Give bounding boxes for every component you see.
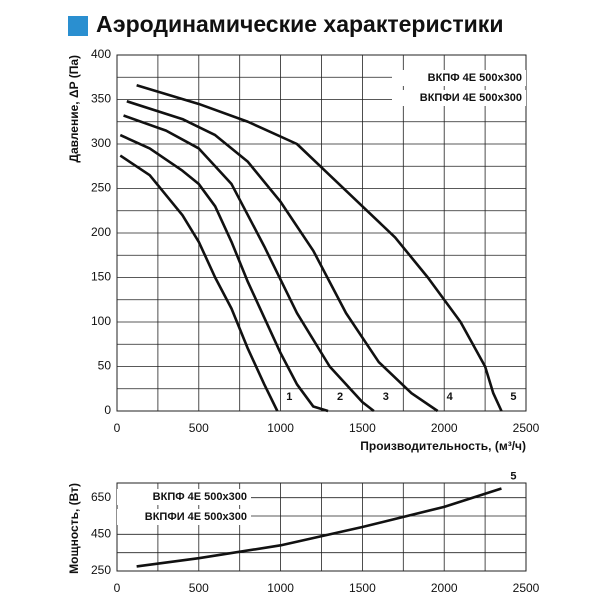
legend-bg: [392, 90, 526, 106]
y-axis-label: Давление, ΔP (Па): [67, 55, 81, 163]
x-tick-label: 1500: [349, 581, 376, 595]
y-tick-label: 250: [91, 563, 111, 577]
x-tick-label: 0: [114, 581, 121, 595]
legend-bg: [117, 489, 251, 505]
legend-text: ВКПФ 4Е 500х300: [153, 491, 247, 503]
curve: [123, 114, 375, 413]
x-tick-label: 2500: [513, 421, 540, 435]
chart-title: Аэродинамические характеристики: [96, 11, 503, 37]
legend-text: ВКПФ 4Е 500х300: [428, 72, 522, 84]
y-tick-label: 400: [91, 47, 111, 61]
legend-bg: [392, 70, 526, 86]
x-tick-label: 2000: [431, 421, 458, 435]
y-tick-label: 100: [91, 314, 111, 328]
x-tick-label: 500: [189, 421, 209, 435]
x-tick-label: 1000: [267, 581, 294, 595]
y-tick-label: 50: [98, 359, 112, 373]
curve-label: 2: [337, 391, 343, 403]
curve: [136, 84, 503, 412]
x-tick-label: 2500: [513, 581, 540, 595]
curve: [136, 487, 502, 568]
y-tick-label: 150: [91, 270, 111, 284]
curve-label: 5: [510, 470, 516, 482]
x-axis-label: Производительность, (м³/ч): [360, 439, 526, 453]
y-tick-label: 300: [91, 136, 111, 150]
y-axis-label: Мощность, (Вт): [67, 483, 81, 574]
y-tick-label: 350: [91, 92, 111, 106]
curve-label: 5: [510, 391, 516, 403]
curve: [119, 133, 329, 413]
x-tick-label: 2000: [431, 581, 458, 595]
y-tick-label: 200: [91, 225, 111, 239]
legend-text: ВКПФИ 4Е 500х300: [420, 92, 522, 104]
y-tick-label: 250: [91, 181, 111, 195]
x-tick-label: 1500: [349, 421, 376, 435]
curve-label: 3: [383, 391, 389, 403]
title-icon: [68, 16, 88, 36]
curve: [119, 154, 279, 412]
legend-bg: [117, 509, 251, 525]
x-tick-label: 1000: [267, 421, 294, 435]
x-tick-label: 500: [189, 581, 209, 595]
plot-frame: [116, 482, 527, 572]
legend-text: ВКПФИ 4Е 500х300: [145, 511, 247, 523]
y-tick-label: 450: [91, 527, 111, 541]
y-tick-label: 0: [104, 403, 111, 417]
curve: [126, 100, 439, 413]
x-tick-label: 0: [114, 421, 121, 435]
y-tick-label: 650: [91, 490, 111, 504]
curve-label: 1: [286, 391, 292, 403]
plot-frame: [116, 54, 527, 412]
curve-label: 4: [447, 391, 454, 403]
